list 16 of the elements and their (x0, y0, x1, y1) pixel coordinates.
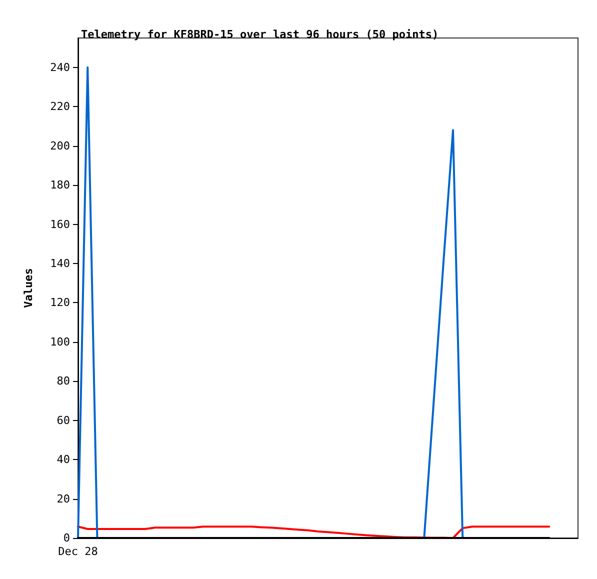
y-tick-label: 160 (50, 218, 70, 231)
y-tick-label: 60 (56, 414, 70, 427)
x-tick-label: Dec 28 (58, 545, 98, 558)
y-tick-label: 240 (50, 60, 70, 74)
y-tick-label: 180 (50, 178, 70, 192)
y-tick-label: 80 (56, 374, 70, 388)
y-tick-label: 220 (50, 100, 70, 114)
y-tick-label: 0 (63, 532, 70, 544)
y-tick-label: 20 (56, 492, 70, 506)
y-tick-label: 140 (50, 256, 70, 270)
y-axis-title: Values (22, 268, 35, 308)
y-tick-label: 200 (50, 139, 70, 152)
y-tick-label: 100 (50, 335, 70, 348)
y-tick-label: 40 (56, 453, 70, 466)
y-tick-label: 120 (50, 296, 70, 310)
chart-title: Telemetry for KF8BRD-15 over last 96 hours (50 points) (81, 28, 439, 41)
